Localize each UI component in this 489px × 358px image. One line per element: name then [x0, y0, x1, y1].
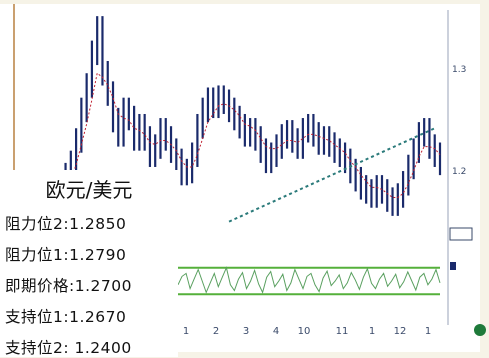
spot-price-label: 即期价格:1.2700 — [5, 277, 132, 295]
x-tick-label: 12 — [394, 326, 407, 337]
resistance-2-label: 阻力位2:1.2850 — [5, 215, 127, 233]
oscillator-line — [177, 266, 441, 294]
x-tick-label: 3 — [243, 326, 249, 337]
resistance-1-label: 阻力位1:1.2790 — [5, 246, 127, 264]
support-1-label: 支持位1:1.2670 — [5, 308, 127, 326]
x-tick-label: 1 — [425, 326, 431, 337]
x-tick-label: 1 — [369, 326, 375, 337]
x-tick-label: 11 — [336, 326, 349, 337]
x-tick-label: 2 — [213, 326, 219, 337]
current-price-marker — [449, 227, 473, 241]
trendline — [228, 127, 436, 223]
y-tick-label: 1.2 — [452, 167, 466, 177]
panel-title: 欧元/美元 — [45, 178, 133, 202]
accent-dot — [474, 324, 486, 336]
support-2-label: 支持位2: 1.2400 — [5, 339, 132, 357]
oscillator-marker — [450, 262, 456, 270]
x-tick-label: 1 — [183, 326, 189, 337]
x-tick-label: 10 — [298, 326, 311, 337]
y-tick-label: 1.3 — [452, 65, 466, 75]
levels-info-panel: 欧元/美元 阻力位2:1.2850 阻力位1:1.2790 即期价格:1.270… — [0, 170, 178, 357]
x-tick-label: 4 — [273, 326, 279, 337]
